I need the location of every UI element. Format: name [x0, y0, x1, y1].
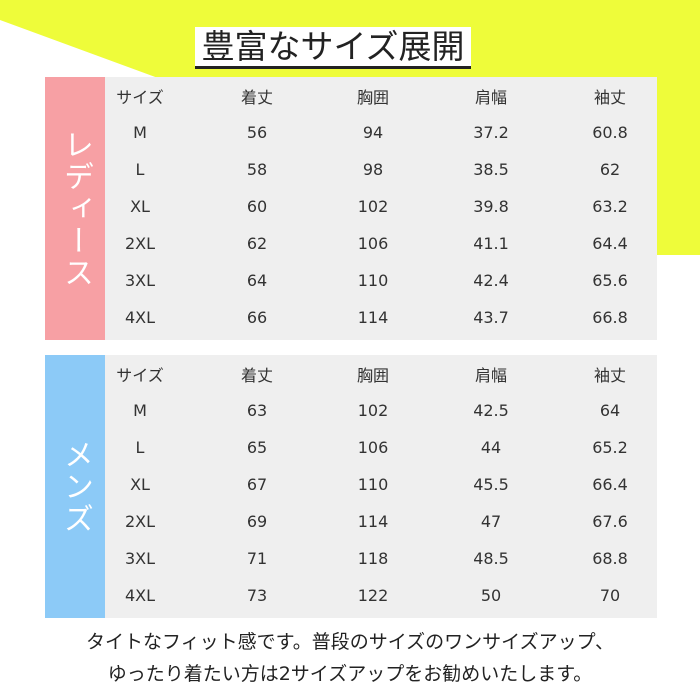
table-cell: 62 [599, 160, 621, 179]
table-cell: 39.8 [473, 197, 509, 216]
table-cell: 66 [246, 308, 268, 327]
table-cell: 4XL [124, 586, 156, 605]
table-cell: 50 [480, 586, 502, 605]
header-cell: 胸囲 [356, 366, 389, 385]
table-label: レディース [45, 77, 105, 340]
table-cell: 4XL [124, 308, 156, 327]
table-cell: 65.2 [592, 438, 628, 457]
table-cell: 48.5 [473, 549, 509, 568]
table-cell: 98 [362, 160, 384, 179]
table-cell: 62 [246, 234, 268, 253]
header-cell: 胸囲 [356, 88, 389, 107]
table-cell: 70 [599, 586, 621, 605]
table-cell: 118 [357, 549, 389, 568]
table-cell: 106 [357, 234, 389, 253]
table-cell: 114 [357, 512, 389, 531]
table-cell: 2XL [124, 512, 156, 531]
table-cell: 44 [480, 438, 502, 457]
header-cell: 肩幅 [474, 88, 507, 107]
table-cell: 65.6 [592, 271, 628, 290]
table-cell: 65 [246, 438, 268, 457]
table-cell: 64 [599, 401, 621, 420]
table-panel [45, 77, 657, 340]
title-text: 豊富なサイズ展開 [195, 27, 471, 69]
table-cell: 37.2 [473, 123, 509, 142]
table-cell: 63.2 [592, 197, 628, 216]
table-cell: L [135, 160, 145, 179]
table-cell: 58 [246, 160, 268, 179]
footer-line: タイトなフィット感です。普段のサイズのワンサイズアップ、 [85, 631, 614, 653]
table-cell: 68.8 [592, 549, 628, 568]
table-cell: 69 [246, 512, 268, 531]
table-label: メンズ [45, 355, 105, 618]
table-cell: 66.8 [592, 308, 628, 327]
table-cell: 60 [246, 197, 268, 216]
table-cell: 64.4 [592, 234, 628, 253]
header-cell: サイズ [116, 88, 164, 107]
table-cell: XL [130, 475, 150, 494]
table-cell: 110 [357, 475, 389, 494]
table-cell: 43.7 [473, 308, 509, 327]
table-cell: M [133, 401, 147, 420]
table-cell: 47 [480, 512, 502, 531]
table-cell: 42.4 [473, 271, 509, 290]
header-cell: 着丈 [240, 366, 273, 385]
table-cell: 94 [362, 123, 384, 142]
table-cell: 41.1 [473, 234, 509, 253]
table-cell: XL [130, 197, 150, 216]
table-cell: 114 [357, 308, 389, 327]
title: 豊富なサイズ展開 [0, 20, 666, 69]
table-cell: 3XL [124, 549, 156, 568]
header-cell: 肩幅 [474, 366, 507, 385]
table-cell: 122 [357, 586, 389, 605]
table-cell: 3XL [124, 271, 156, 290]
table-cell: 102 [357, 401, 389, 420]
table-cell: 42.5 [473, 401, 509, 420]
table-cell: 67 [246, 475, 268, 494]
table-cell: L [135, 438, 145, 457]
table-cell: 102 [357, 197, 389, 216]
footer-line: ゆったり着たい方は2サイズアップをお勧めいたします。 [107, 663, 593, 685]
table-panel [45, 355, 657, 618]
table-cell: 38.5 [473, 160, 509, 179]
table-cell: 66.4 [592, 475, 628, 494]
table-cell: 73 [246, 586, 268, 605]
table-cell: 56 [246, 123, 268, 142]
table-cell: 60.8 [592, 123, 628, 142]
table-cell: 63 [246, 401, 268, 420]
table-cell: M [133, 123, 147, 142]
table-cell: 71 [246, 549, 268, 568]
table-cell: 64 [246, 271, 268, 290]
header-cell: 袖丈 [593, 366, 626, 385]
header-cell: 袖丈 [593, 88, 626, 107]
table-cell: 2XL [124, 234, 156, 253]
table-cell: 67.6 [592, 512, 628, 531]
header-cell: サイズ [116, 366, 164, 385]
table-cell: 110 [357, 271, 389, 290]
table-cell: 106 [357, 438, 389, 457]
header-cell: 着丈 [240, 88, 273, 107]
table-cell: 45.5 [473, 475, 509, 494]
